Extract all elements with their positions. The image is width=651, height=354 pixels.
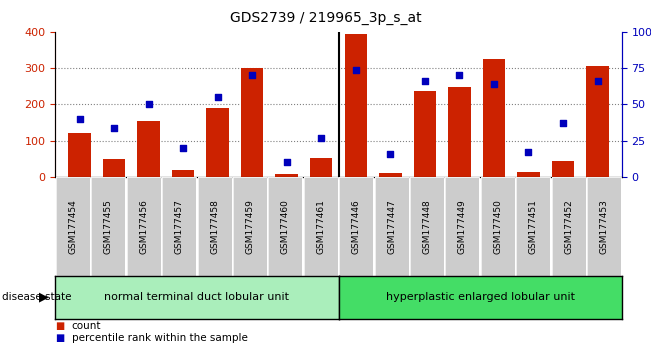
Text: percentile rank within the sample: percentile rank within the sample [72, 333, 247, 343]
Bar [206, 108, 229, 177]
Bar [310, 158, 333, 177]
Bar [275, 174, 298, 177]
Bar [482, 59, 505, 177]
Text: GSM177449: GSM177449 [458, 199, 467, 254]
Bar [68, 133, 90, 177]
Text: GDS2739 / 219965_3p_s_at: GDS2739 / 219965_3p_s_at [230, 11, 421, 25]
Point [523, 149, 534, 155]
Bar [518, 172, 540, 177]
Point [420, 78, 430, 84]
Text: GSM177456: GSM177456 [139, 199, 148, 254]
Text: GSM177448: GSM177448 [422, 199, 432, 254]
Text: GSM177450: GSM177450 [493, 199, 503, 254]
Bar [552, 161, 574, 177]
Bar [241, 68, 264, 177]
Point [281, 160, 292, 165]
Text: GSM177460: GSM177460 [281, 199, 290, 254]
Text: GSM177455: GSM177455 [104, 199, 113, 254]
Text: GSM177453: GSM177453 [600, 199, 609, 254]
Point [143, 102, 154, 107]
Point [592, 78, 603, 84]
Text: GSM177459: GSM177459 [245, 199, 255, 254]
Bar [137, 121, 159, 177]
Point [178, 145, 188, 151]
Point [316, 135, 326, 141]
Text: count: count [72, 321, 101, 331]
Point [109, 125, 119, 131]
Point [558, 120, 568, 126]
Text: GSM177446: GSM177446 [352, 199, 361, 254]
Text: ▶: ▶ [39, 291, 49, 304]
Bar [413, 91, 436, 177]
Point [247, 73, 257, 78]
Bar [448, 87, 471, 177]
Text: GSM177454: GSM177454 [68, 199, 77, 254]
Point [454, 73, 465, 78]
Text: ■: ■ [55, 321, 64, 331]
Point [489, 81, 499, 87]
Text: hyperplastic enlarged lobular unit: hyperplastic enlarged lobular unit [385, 292, 575, 302]
Text: disease state: disease state [2, 292, 72, 302]
Text: GSM177457: GSM177457 [174, 199, 184, 254]
Text: GSM177452: GSM177452 [564, 199, 573, 254]
Text: normal terminal duct lobular unit: normal terminal duct lobular unit [104, 292, 290, 302]
Text: GSM177458: GSM177458 [210, 199, 219, 254]
Bar [587, 66, 609, 177]
Bar [379, 173, 402, 177]
Bar [103, 159, 125, 177]
Text: GSM177461: GSM177461 [316, 199, 326, 254]
Point [351, 67, 361, 73]
Text: GSM177447: GSM177447 [387, 199, 396, 254]
Point [212, 94, 223, 100]
Bar [172, 171, 195, 177]
Point [385, 151, 396, 156]
Bar [344, 34, 367, 177]
Point [74, 116, 85, 122]
Text: GSM177451: GSM177451 [529, 199, 538, 254]
Text: ■: ■ [55, 333, 64, 343]
